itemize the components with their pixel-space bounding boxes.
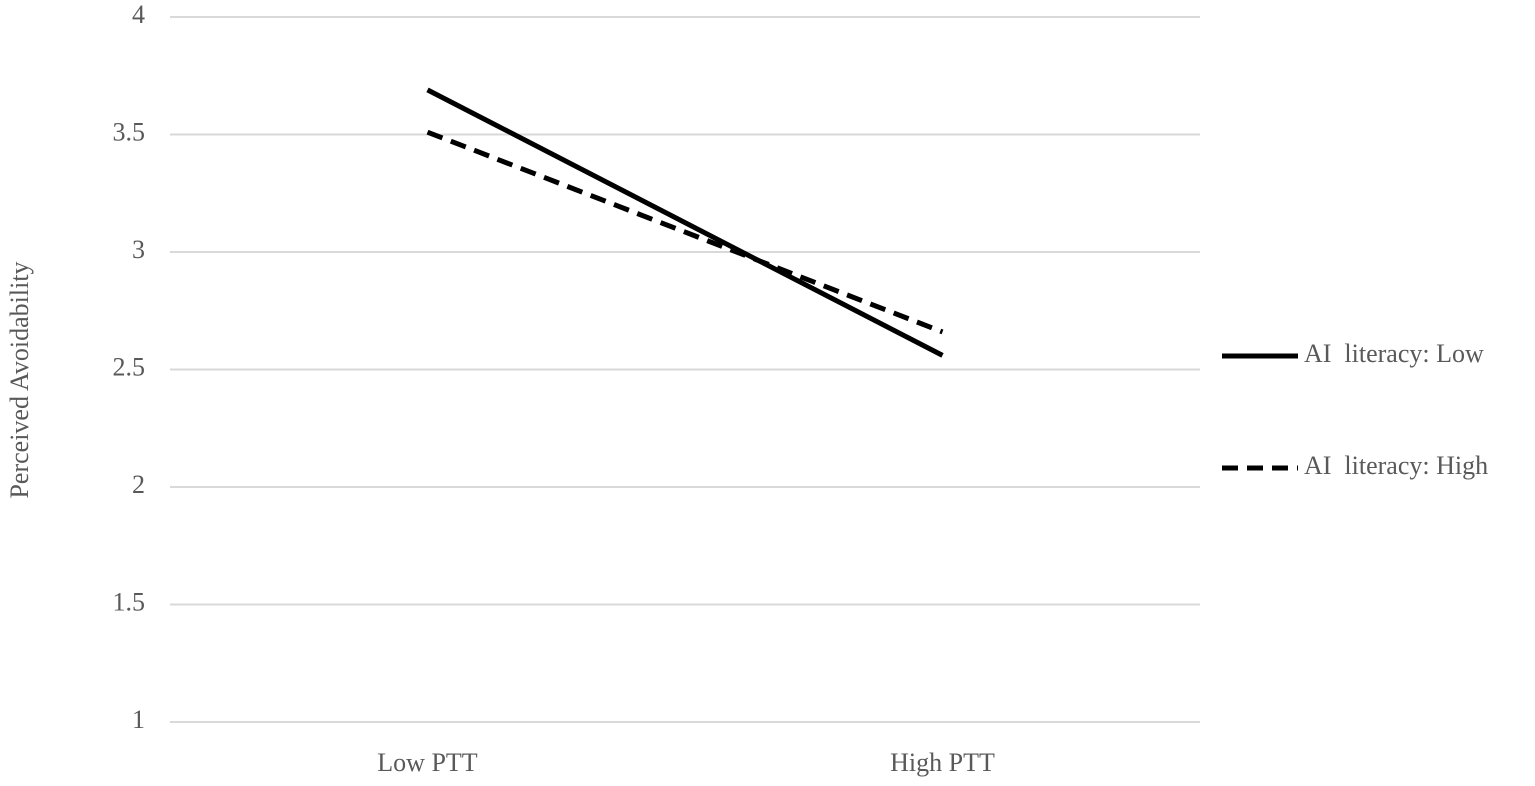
legend-label: AI literacy: Low	[1304, 339, 1484, 368]
y-tick-label: 2.5	[113, 352, 146, 381]
y-tick-label: 1	[132, 705, 145, 734]
y-tick-label: 2	[132, 470, 145, 499]
x-tick-label: Low PTT	[377, 748, 478, 777]
y-tick-label: 1.5	[113, 587, 146, 616]
legend-label: AI literacy: High	[1304, 451, 1488, 480]
x-tick-label: High PTT	[890, 748, 995, 777]
y-tick-label: 3	[132, 235, 145, 264]
y-tick-label: 3.5	[113, 117, 146, 146]
series-line	[426, 129, 944, 335]
y-axis-label: Perceived Avoidability	[5, 261, 34, 498]
series-line	[426, 87, 944, 358]
y-tick-label: 4	[132, 0, 145, 29]
